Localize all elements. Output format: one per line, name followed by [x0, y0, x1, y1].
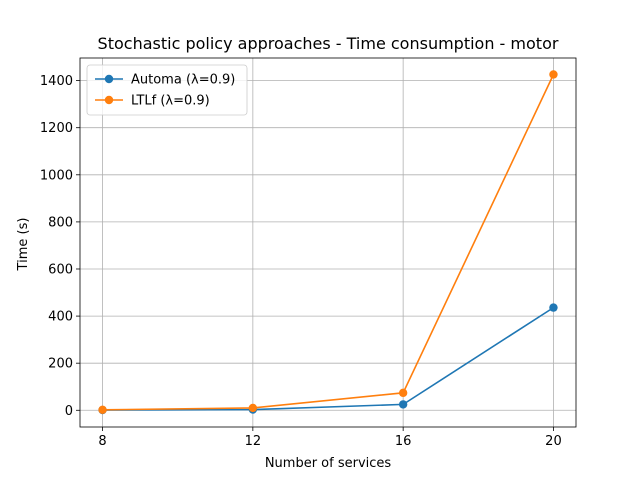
- x-tick-label: 20: [545, 434, 562, 449]
- legend-label: LTLf (λ=0.9): [131, 94, 210, 109]
- legend: Automa (λ=0.9) LTLf (λ=0.9): [86, 64, 248, 116]
- x-tick-label: 12: [245, 434, 262, 449]
- x-tick-label: 8: [98, 434, 106, 449]
- legend-label: Automa (λ=0.9): [131, 73, 235, 88]
- x-tick-label: 16: [395, 434, 412, 449]
- legend-marker: [104, 74, 114, 84]
- x-axis-label: Number of services: [265, 456, 392, 471]
- y-tick-label: 1000: [40, 168, 73, 183]
- data-point: [549, 303, 558, 312]
- series-line: [102, 306, 554, 411]
- data-point: [98, 405, 107, 415]
- y-tick-label: 400: [48, 310, 73, 325]
- y-tick-label: 0: [65, 404, 73, 419]
- series-line: [102, 74, 555, 411]
- data-point: [248, 403, 258, 413]
- y-axis-label: Time (s): [16, 218, 31, 272]
- y-tick-label: 600: [48, 262, 73, 277]
- y-tick-label: 800: [48, 215, 73, 230]
- data-series: [98, 70, 558, 415]
- y-tick-label: 200: [48, 357, 73, 372]
- legend-box: [86, 64, 248, 116]
- chart-title: Stochastic policy approaches - Time cons…: [98, 34, 559, 53]
- data-point: [398, 400, 408, 409]
- data-point: [398, 388, 408, 398]
- legend-marker: [104, 95, 114, 105]
- y-tick-label: 1400: [40, 74, 73, 89]
- y-tick-label: 1200: [40, 121, 73, 136]
- data-point: [549, 70, 558, 79]
- plot-frame: [79, 57, 577, 428]
